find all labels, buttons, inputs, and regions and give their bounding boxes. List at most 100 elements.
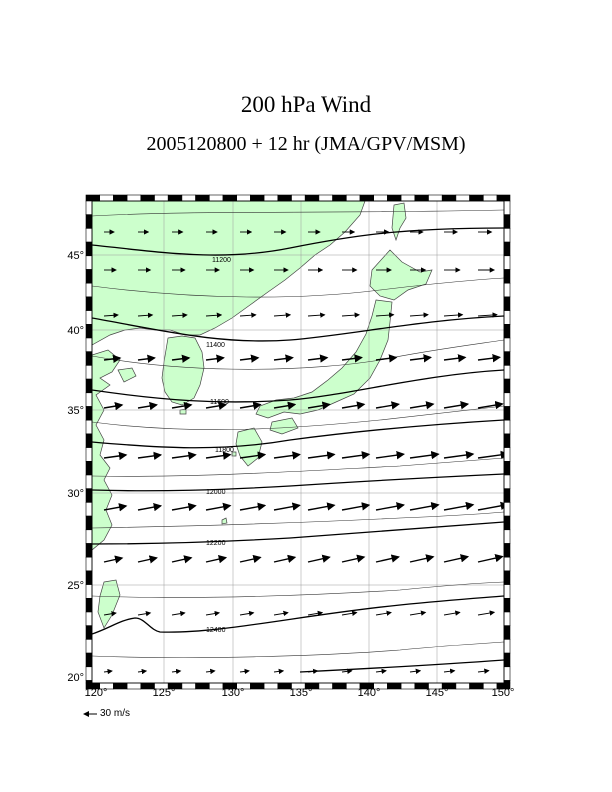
wind-arrow <box>103 312 119 319</box>
frame-segment <box>503 639 511 654</box>
wind-arrow <box>171 401 193 411</box>
frame-segment <box>85 447 93 462</box>
frame-segment <box>503 351 511 366</box>
wind-arrow <box>307 554 331 563</box>
frame-segment <box>318 682 333 690</box>
wind-arrow <box>103 402 124 411</box>
wind-arrow <box>409 610 427 616</box>
wind-arrow <box>341 354 363 363</box>
wind-arrow <box>205 354 225 363</box>
wind-arrow <box>409 501 440 511</box>
frame-segment <box>503 474 511 489</box>
frame-segment <box>85 194 100 202</box>
map-title: 200 hPa Wind <box>240 92 372 117</box>
wind-arrow <box>273 401 297 410</box>
contour-label: 11800 <box>215 447 234 454</box>
wind-arrow <box>477 400 504 410</box>
frame-segment <box>441 194 457 202</box>
frame-segment <box>85 652 93 668</box>
frame-segment <box>85 200 93 215</box>
frame-segment <box>503 625 511 640</box>
contour-label: 12000 <box>206 489 226 496</box>
wind-arrow <box>477 450 504 460</box>
wind-arrow <box>341 502 371 511</box>
lon-label: 150° <box>492 687 515 699</box>
wind-arrow <box>171 312 188 318</box>
wind-arrow <box>409 312 429 318</box>
lon-label: 135° <box>290 687 313 699</box>
frame-segment <box>503 447 511 462</box>
wind-arrow <box>273 354 294 363</box>
frame-segment <box>85 515 93 531</box>
frame-segment <box>496 194 511 202</box>
frame-segment <box>140 194 155 202</box>
wind-arrow <box>477 501 504 511</box>
wind-arrow <box>341 610 358 616</box>
wind-arrow <box>137 555 158 564</box>
frame-segment <box>85 570 93 585</box>
frame-segment <box>154 194 169 202</box>
frame-segment <box>503 392 511 407</box>
scale-label: 30 m/s <box>100 708 131 719</box>
lon-label: 125° <box>153 687 176 699</box>
frame-segment <box>387 682 402 690</box>
frame-segment <box>250 682 265 690</box>
lon-label: 120° <box>85 687 108 699</box>
height-contours-minor <box>92 209 504 658</box>
wind-arrow <box>205 668 216 675</box>
frame-segment <box>503 255 511 270</box>
wind-arrow <box>443 668 456 674</box>
wind-arrow <box>239 610 255 617</box>
wind-arrow <box>375 502 405 511</box>
frame-segment <box>503 529 511 544</box>
frame-segment <box>85 365 93 380</box>
frame-segment <box>304 194 320 202</box>
frame-segment <box>503 365 511 380</box>
map-frame <box>85 194 511 690</box>
wind-arrow <box>443 610 461 616</box>
wind-vectors <box>103 229 504 675</box>
frame-segment <box>85 584 93 599</box>
wind-arrow <box>103 503 128 512</box>
wind-arrow <box>273 610 289 617</box>
frame-segment <box>503 200 511 215</box>
wind-arrow <box>171 354 191 363</box>
wind-arrow <box>375 451 405 460</box>
wind-arrow <box>205 610 221 617</box>
frame-segment <box>85 241 93 257</box>
frame-segment <box>85 474 93 489</box>
frame-segment <box>455 194 470 202</box>
wind-arrow <box>341 451 371 460</box>
wind-arrow <box>171 555 193 564</box>
wind-arrow <box>137 401 158 411</box>
frame-segment <box>167 194 183 202</box>
frame-segment <box>400 194 416 202</box>
wind-arrow <box>103 611 117 617</box>
lon-label: 130° <box>222 687 245 699</box>
frame-segment <box>503 597 511 613</box>
contour-label: 11600 <box>210 399 229 406</box>
wind-arrow <box>205 451 232 460</box>
frame-segment <box>503 556 511 572</box>
wind-arrow <box>307 312 326 318</box>
frame-segment <box>85 255 93 270</box>
wind-arrow <box>137 611 152 617</box>
lat-label: 40° <box>67 325 84 337</box>
frame-segment <box>332 194 347 202</box>
wind-arrow <box>375 354 398 363</box>
frame-segment <box>85 529 93 544</box>
frame-segment <box>400 682 416 690</box>
wind-arrow <box>171 668 182 675</box>
frame-segment <box>263 194 279 202</box>
lat-label: 20° <box>67 672 84 684</box>
frame-segment <box>503 515 511 531</box>
frame-segment <box>503 241 511 257</box>
frame-segment <box>236 194 251 202</box>
wind-arrow <box>443 401 470 410</box>
frame-segment <box>503 337 511 352</box>
frame-segment <box>503 570 511 585</box>
wind-arrow <box>307 401 331 410</box>
frame-segment <box>503 584 511 599</box>
frame-segment <box>85 680 93 684</box>
